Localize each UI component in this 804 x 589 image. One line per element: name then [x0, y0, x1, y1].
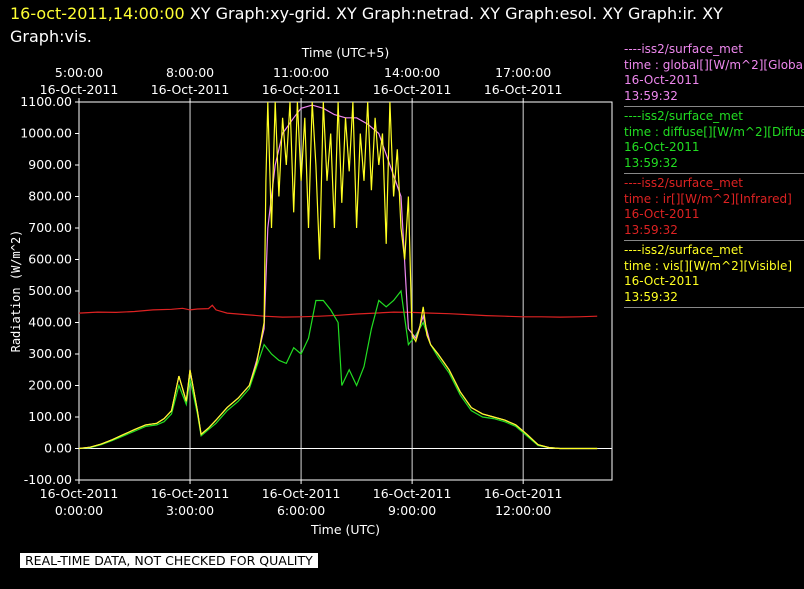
x-tick-date: 16-Oct-2011 — [40, 486, 119, 501]
top-tick-time: 5:00:00 — [55, 65, 103, 80]
x-tick-date: 16-Oct-2011 — [484, 486, 563, 501]
y-tick-label: 1000.00 — [20, 126, 72, 141]
x-axis-title: Time (UTC) — [310, 522, 380, 537]
y-tick-label: 1100.00 — [20, 94, 72, 109]
x-tick-time: 12:00:00 — [495, 503, 551, 518]
legend-variable: time : global[][W/m^2][Global — [624, 57, 804, 72]
chart-title: 16-oct-2011,14:00:00 XY Graph:xy-grid. X… — [10, 2, 800, 48]
top-tick-time: 17:00:00 — [495, 65, 551, 80]
x-tick-time: 0:00:00 — [55, 503, 103, 518]
top-tick-date: 16-Oct-2011 — [484, 82, 563, 97]
x-tick-time: 9:00:00 — [388, 503, 436, 518]
series-line-global — [79, 104, 598, 450]
top-tick-time: 8:00:00 — [166, 65, 214, 80]
y-tick-label: 500.00 — [28, 283, 72, 298]
series-line-vis — [79, 102, 598, 450]
legend-date: 16-Oct-2011 — [624, 207, 700, 221]
x-tick-time: 6:00:00 — [277, 503, 325, 518]
legend-source: ----iss2/surface_met — [624, 176, 743, 190]
y-tick-label: 100.00 — [28, 409, 72, 424]
y-tick-label: 400.00 — [28, 315, 72, 330]
series-line-diffuse — [79, 289, 598, 450]
top-tick-time: 14:00:00 — [384, 65, 440, 80]
legend-source: ----iss2/surface_met — [624, 243, 743, 257]
quality-notice: REAL-TIME DATA, NOT CHECKED FOR QUALITY — [20, 553, 318, 568]
top-tick-time: 11:00:00 — [273, 65, 329, 80]
legend-time: 13:59:32 — [624, 88, 678, 103]
legend-entry: ----iss2/surface_met time : vis[][W/m^2][… — [624, 243, 804, 308]
y-tick-label: 200.00 — [28, 378, 72, 393]
x-axis-title-top: Time (UTC+5) — [301, 45, 390, 60]
y-tick-label: 900.00 — [28, 157, 72, 172]
series-line-ir — [79, 304, 598, 318]
legend-date: 16-Oct-2011 — [624, 73, 700, 87]
y-tick-label: 600.00 — [28, 252, 72, 267]
title-date: 16-oct-2011,14:00:00 — [10, 4, 185, 23]
legend-time: 13:59:32 — [624, 222, 678, 237]
x-tick-date: 16-Oct-2011 — [151, 486, 230, 501]
legend: ----iss2/surface_met time : global[][W/m^… — [624, 42, 804, 310]
y-tick-label: 300.00 — [28, 346, 72, 361]
legend-time: 13:59:32 — [624, 289, 678, 304]
x-tick-date: 16-Oct-2011 — [262, 486, 341, 501]
legend-date: 16-Oct-2011 — [624, 140, 700, 154]
y-tick-label: 0.00 — [44, 441, 72, 456]
legend-date: 16-Oct-2011 — [624, 274, 700, 288]
legend-separator — [624, 307, 804, 308]
y-tick-label: -100.00 — [24, 472, 72, 487]
legend-separator — [624, 106, 804, 107]
legend-separator — [624, 173, 804, 174]
y-axis-title: Radiation (W/m^2) — [9, 230, 23, 353]
legend-entry: ----iss2/surface_met time : diffuse[][W/m… — [624, 109, 804, 174]
y-tick-label: 800.00 — [28, 189, 72, 204]
y-tick-label: 700.00 — [28, 220, 72, 235]
title-graph-list: XY Graph:xy-grid. XY Graph:netrad. XY Gr… — [10, 4, 723, 46]
legend-variable: time : diffuse[][W/m^2][Diffuse — [624, 124, 804, 139]
legend-time: 13:59:32 — [624, 155, 678, 170]
legend-variable: time : vis[][W/m^2][Visible] — [624, 258, 793, 273]
x-tick-date: 16-Oct-2011 — [373, 486, 452, 501]
legend-variable: time : ir[][W/m^2][Infrared] — [624, 191, 792, 206]
top-tick-date: 16-Oct-2011 — [262, 82, 341, 97]
x-tick-time: 3:00:00 — [166, 503, 214, 518]
top-tick-date: 16-Oct-2011 — [151, 82, 230, 97]
legend-entry: ----iss2/surface_met time : global[][W/m^… — [624, 42, 804, 107]
legend-source: ----iss2/surface_met — [624, 109, 743, 123]
legend-entry: ----iss2/surface_met time : ir[][W/m^2][I… — [624, 176, 804, 241]
legend-source: ----iss2/surface_met — [624, 42, 743, 56]
top-tick-date: 16-Oct-2011 — [40, 82, 119, 97]
legend-separator — [624, 240, 804, 241]
top-tick-date: 16-Oct-2011 — [373, 82, 452, 97]
